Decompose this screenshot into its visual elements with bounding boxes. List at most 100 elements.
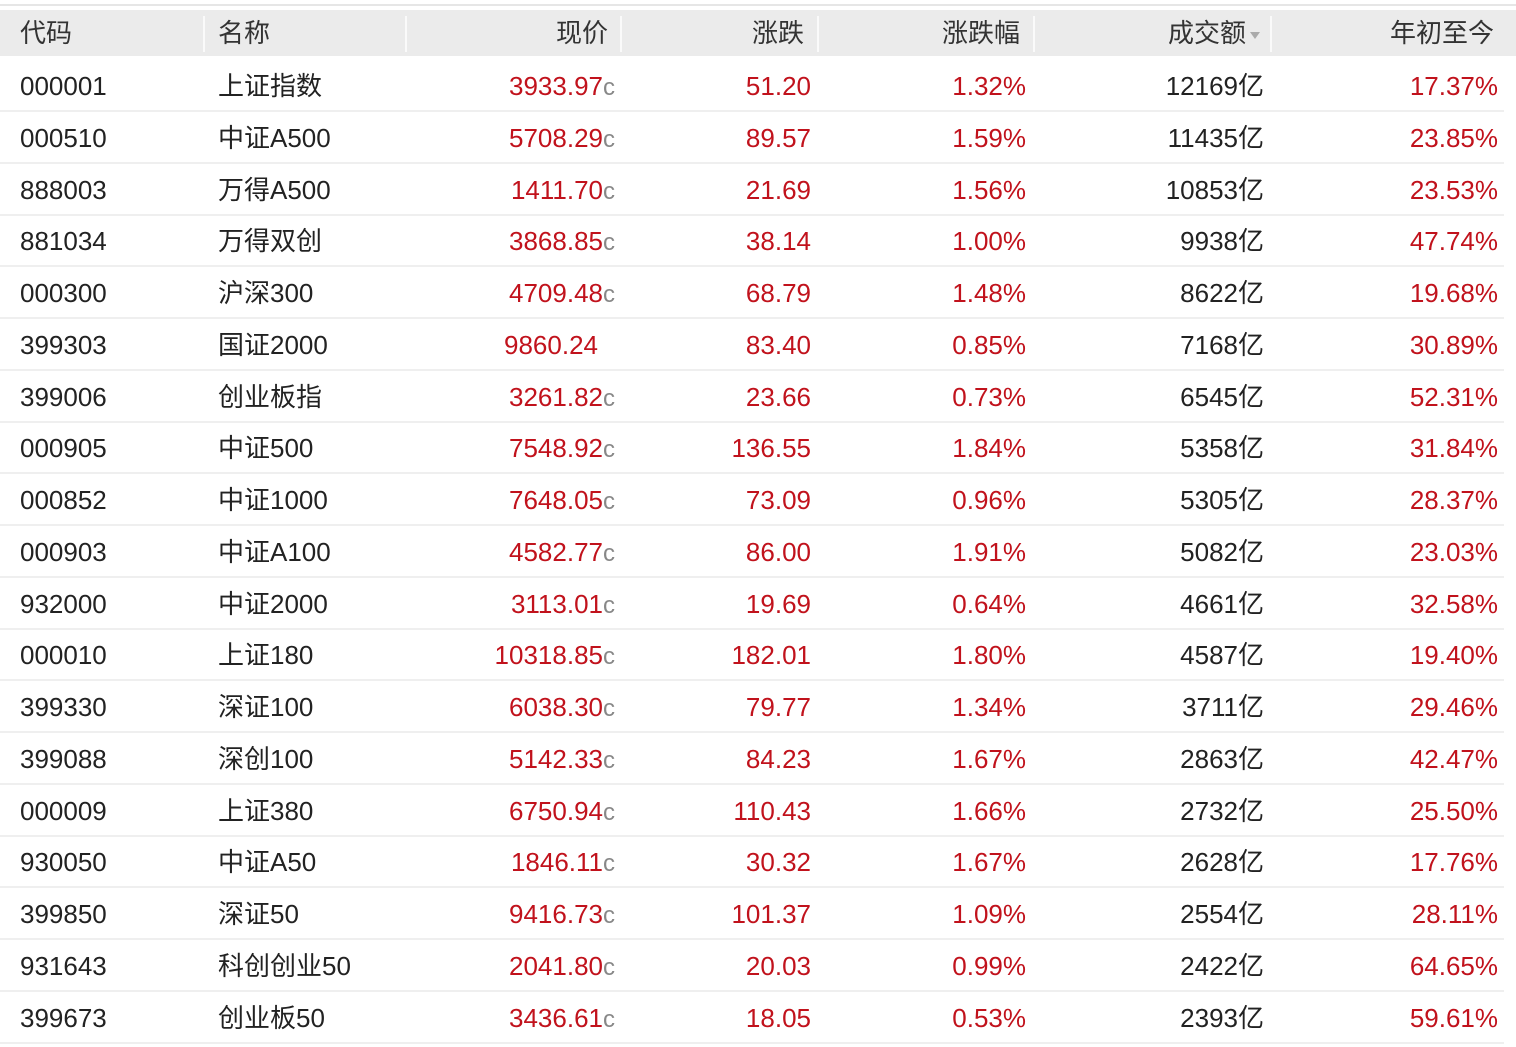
ytd-cell: 59.61% (1409, 1002, 1498, 1033)
code-cell: 399850 (20, 899, 107, 929)
code-cell: 399673 (20, 1002, 107, 1033)
top-divider (0, 4, 1516, 6)
header-price[interactable]: 现价 (556, 10, 608, 56)
code-cell: 399006 (20, 381, 107, 412)
price-cell: 4709.48c (509, 266, 615, 317)
table-row[interactable]: 000300 沪深300 4709.48c 68.79 1.48% 8622亿 19.68% (0, 266, 1504, 319)
pct-cell: 1.66% (952, 795, 1026, 826)
table-row[interactable]: 888003 万得A500 1411.70c 21.69 1.56% 10853亿 23.5… (0, 163, 1504, 216)
volume-cell: 8622亿 (1180, 278, 1264, 308)
price-suffix: c (603, 384, 615, 412)
table-row[interactable]: 399673 创业板50 3436.61c 18.05 0.53% 2393亿 59.61% (0, 991, 1504, 1044)
pct-cell: 1.80% (952, 640, 1026, 671)
price-suffix: c (603, 229, 615, 257)
volume-cell: 5358亿 (1180, 433, 1264, 464)
column-divider[interactable] (203, 16, 205, 52)
price-cell: 3113.01c (511, 577, 615, 628)
volume-cell: 2393亿 (1180, 1002, 1264, 1033)
price-value: 7548.92 (509, 433, 603, 464)
price-suffix: c (603, 539, 615, 567)
name-cell: 中证A500 (218, 122, 331, 153)
header-pct[interactable]: 涨跌幅 (942, 10, 1020, 56)
column-divider[interactable] (1270, 16, 1272, 52)
volume-cell: 3711亿 (1182, 692, 1264, 722)
pct-cell: 0.73% (952, 381, 1026, 412)
price-cell: 4582.77c (509, 525, 615, 576)
name-cell: 深证100 (218, 692, 314, 722)
table-row[interactable]: 000905 中证500 7548.92c 136.55 1.84% 5358亿 31.84… (0, 421, 1504, 475)
table-row[interactable]: 000510 中证A500 5708.29c 89.57 1.59% 11435亿 23.8… (0, 111, 1504, 164)
column-divider[interactable] (817, 16, 819, 52)
pct-cell: 1.67% (952, 743, 1026, 774)
volume-cell: 7168亿 (1180, 329, 1264, 360)
table-row[interactable]: 931643 科创创业50 2041.80c 20.03 0.99% 2422亿 64.65… (0, 939, 1504, 992)
ytd-cell: 47.74% (1409, 226, 1498, 257)
table-row[interactable]: 399330 深证100 6038.30c 79.77 1.34% 3711亿 29.46% (0, 680, 1504, 733)
change-cell: 84.23 (745, 743, 811, 774)
pct-cell: 1.59% (952, 122, 1026, 153)
ytd-cell: 28.37% (1409, 485, 1498, 515)
header-ytd[interactable]: 年初至今 (1390, 10, 1494, 56)
price-cell: 1846.11c (511, 835, 615, 886)
table-row[interactable]: 881034 万得双创 3868.85c 38.14 1.00% 9938亿 47.74% (0, 214, 1504, 268)
table-row[interactable]: 932000 中证2000 3113.01c 19.69 0.64% 4661亿 32.58… (0, 577, 1504, 630)
price-value: 6038.30 (509, 692, 603, 722)
name-cell: 深证50 (218, 899, 299, 929)
price-value: 9416.73 (509, 899, 603, 929)
price-value: 2041.80 (509, 950, 603, 981)
price-suffix: c (603, 436, 615, 464)
price-suffix: c (603, 281, 615, 308)
column-divider[interactable] (405, 16, 407, 52)
name-cell: 中证500 (218, 433, 314, 464)
table-row[interactable]: 399850 深证50 9416.73c 101.37 1.09% 2554亿 28.11% (0, 887, 1504, 940)
ytd-cell: 29.46% (1409, 692, 1498, 722)
table-row[interactable]: 000001 上证指数 3933.97c 51.20 1.32% 12169亿 17.37% (0, 59, 1504, 112)
code-cell: 881034 (20, 226, 107, 257)
price-suffix: c (603, 746, 615, 774)
header-volume[interactable]: 成交额 (1168, 10, 1260, 56)
volume-cell: 9938亿 (1180, 226, 1264, 257)
code-cell: 888003 (20, 174, 107, 205)
price-value: 3261.82 (509, 381, 603, 412)
code-cell: 931643 (20, 950, 107, 981)
price-value: 9860.24 (504, 329, 598, 360)
price-cell: 5708.29c (509, 111, 615, 162)
column-divider[interactable] (1033, 16, 1035, 52)
pct-cell: 1.67% (952, 847, 1026, 878)
header-code[interactable]: 代码 (20, 10, 72, 56)
ytd-cell: 31.84% (1409, 433, 1498, 464)
change-cell: 83.40 (745, 329, 811, 360)
price-value: 5142.33 (509, 743, 603, 774)
pct-cell: 1.84% (952, 433, 1026, 464)
table-row[interactable]: 000009 上证380 6750.94c 110.43 1.66% 2732亿 25.50… (0, 784, 1504, 837)
price-cell: 5142.33c (509, 732, 615, 783)
ytd-cell: 17.37% (1409, 71, 1498, 101)
price-value: 6750.94 (509, 795, 603, 826)
change-cell: 18.05 (745, 1002, 811, 1033)
change-cell: 79.77 (745, 692, 811, 722)
table-row[interactable]: 000903 中证A100 4582.77c 86.00 1.91% 5082亿 23.03… (0, 525, 1504, 578)
volume-cell: 5082亿 (1180, 536, 1264, 567)
header-pct-label: 涨跌幅 (941, 18, 1020, 48)
table-row[interactable]: 399006 创业板指 3261.82c 23.66 0.73% 6545亿 52.31% (0, 370, 1504, 423)
table-row[interactable]: 000010 上证180 10318.85c 182.01 1.80% 4587亿 19.4… (0, 628, 1504, 682)
change-cell: 30.32 (745, 847, 811, 878)
header-volume-label: 成交额 (1167, 18, 1246, 48)
price-value: 3436.61 (509, 1002, 603, 1033)
table-row[interactable]: 000852 中证1000 7648.05c 73.09 0.96% 5305亿 28.37… (0, 473, 1504, 526)
table-row[interactable]: 399303 国证2000 9860.24 83.40 0.85% 7168亿 30.89% (0, 318, 1504, 371)
pct-cell: 1.32% (952, 71, 1026, 101)
volume-cell: 5305亿 (1180, 485, 1264, 515)
column-divider[interactable] (620, 16, 622, 52)
table-row[interactable]: 399088 深创100 5142.33c 84.23 1.67% 2863亿 42.47% (0, 732, 1504, 785)
pct-cell: 1.09% (952, 899, 1026, 929)
header-name[interactable]: 名称 (218, 10, 270, 56)
volume-cell: 4587亿 (1180, 640, 1264, 671)
ytd-cell: 30.89% (1409, 329, 1498, 360)
volume-cell: 4661亿 (1180, 588, 1264, 619)
price-value: 4709.48 (509, 278, 603, 308)
change-cell: 89.57 (745, 122, 811, 153)
header-change[interactable]: 涨跌 (752, 10, 804, 56)
table-row[interactable]: 930050 中证A50 1846.11c 30.32 1.67% 2628亿 17.76% (0, 835, 1504, 889)
name-cell: 中证2000 (218, 588, 328, 619)
